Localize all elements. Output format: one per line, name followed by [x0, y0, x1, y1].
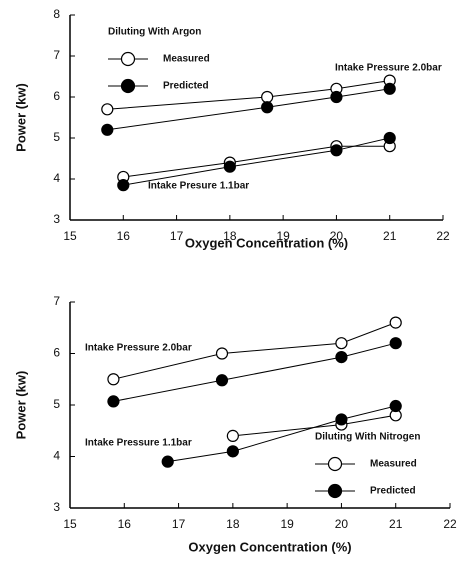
series-line	[113, 342, 396, 402]
legend-marker	[120, 51, 136, 67]
data-point	[223, 160, 236, 173]
data-point	[161, 455, 174, 468]
x-axis-title: Oxygen Concentration (%)	[185, 235, 348, 250]
data-point	[226, 429, 239, 442]
annotation: Intake Presure 1.1bar	[148, 181, 249, 192]
annotation: Intake Pressure 2.0bar	[85, 343, 192, 354]
data-point	[107, 373, 120, 386]
legend-label: Predicted	[163, 81, 209, 92]
y-tick-label: 3	[53, 212, 60, 226]
x-tick-label: 17	[170, 229, 184, 243]
y-tick-label: 7	[53, 48, 60, 62]
legend-label: Measured	[163, 54, 210, 65]
annotation: Intake Pressure 2.0bar	[335, 63, 442, 74]
data-point	[335, 351, 348, 364]
data-point	[335, 413, 348, 426]
data-point	[383, 82, 396, 95]
data-point	[215, 347, 229, 360]
y-axis-title: Power (kw)	[13, 371, 28, 440]
data-point	[101, 123, 114, 136]
series-line	[123, 137, 390, 186]
y-tick-label: 5	[53, 130, 60, 144]
x-tick-label: 18	[223, 229, 237, 243]
legend-marker	[327, 456, 343, 472]
x-tick-label: 19	[280, 517, 294, 531]
x-tick-label: 22	[443, 517, 457, 531]
legend-marker	[120, 78, 136, 94]
data-point	[330, 144, 343, 157]
y-tick-label: 6	[53, 89, 60, 103]
legend-label: Predicted	[370, 486, 416, 497]
series-line	[167, 405, 396, 463]
legend-title: Diluting With Argon	[108, 27, 201, 38]
y-tick-label: 4	[53, 449, 60, 463]
series-line	[113, 322, 396, 380]
data-point	[389, 316, 402, 329]
x-axis-title: Oxygen Concentration (%)	[188, 539, 351, 554]
x-tick-label: 17	[172, 517, 186, 531]
series-line	[107, 80, 390, 110]
y-tick-label: 3	[53, 500, 60, 514]
data-point	[117, 179, 130, 192]
legend-marker	[327, 483, 343, 499]
data-point	[335, 337, 348, 350]
data-point	[261, 90, 274, 104]
data-point	[107, 395, 120, 408]
data-point	[101, 103, 114, 116]
x-tick-label: 22	[436, 229, 450, 243]
legend-title: Diluting With Nitrogen	[315, 432, 420, 443]
y-tick-label: 7	[53, 294, 60, 308]
data-point	[215, 374, 229, 387]
x-tick-label: 21	[389, 517, 403, 531]
y-tick-label: 6	[53, 346, 60, 360]
y-tick-label: 5	[53, 397, 60, 411]
x-tick-label: 21	[383, 229, 397, 243]
annotation: Intake Pressure 1.1bar	[85, 438, 192, 449]
x-tick-label: 16	[118, 517, 132, 531]
x-tick-label: 16	[117, 229, 131, 243]
x-tick-label: 19	[276, 229, 290, 243]
legend-label: Measured	[370, 459, 417, 470]
x-tick-label: 20	[335, 517, 349, 531]
series-line	[123, 145, 390, 178]
x-tick-label: 15	[63, 229, 77, 243]
data-point	[383, 131, 396, 145]
data-point	[261, 101, 274, 114]
data-point	[389, 399, 402, 413]
x-tick-label: 15	[63, 517, 77, 531]
x-tick-label: 18	[226, 517, 240, 531]
x-tick-label: 20	[330, 229, 344, 243]
data-point	[226, 445, 239, 458]
y-axis-title: Power (kw)	[13, 83, 28, 152]
data-point	[389, 337, 402, 350]
series-line	[107, 88, 390, 131]
data-point	[330, 90, 343, 104]
y-tick-label: 8	[53, 7, 60, 21]
y-tick-label: 4	[53, 171, 60, 185]
